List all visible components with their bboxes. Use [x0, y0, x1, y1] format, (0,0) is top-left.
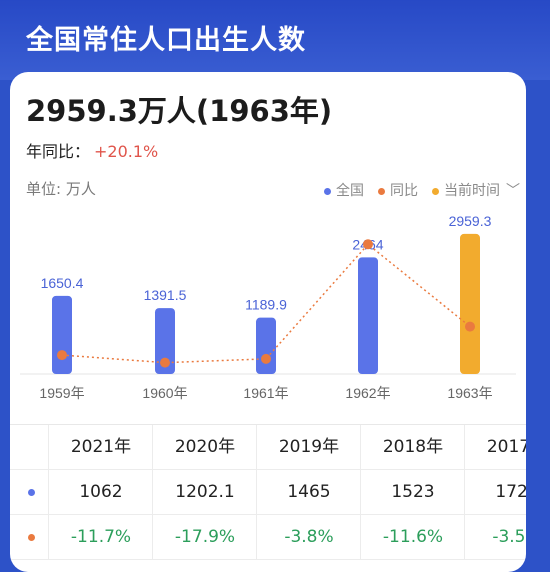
year-header-cell: 2019年: [256, 425, 361, 469]
yoy-point-1: [160, 357, 170, 368]
yoy-label: 年同比：: [26, 142, 91, 161]
bar-value-label-1: 1391.5: [144, 287, 187, 303]
yoy-cell: -11.6%: [360, 515, 465, 559]
bar-1: [155, 308, 175, 374]
chart-legend[interactable]: 全国 同比 当前时间 ﹀: [324, 180, 520, 200]
table-row-yoy: -11.7%-17.9%-3.8%-11.6%-3.5%: [10, 515, 526, 560]
legend-dot-national: [324, 187, 331, 195]
chevron-down-icon[interactable]: ﹀: [506, 183, 520, 199]
bar-chart: 1650.41959年1391.51960年1189.91961年2464196…: [20, 213, 516, 401]
legend-item-national[interactable]: 全国: [324, 180, 364, 200]
yoy-cell: -11.7%: [48, 515, 153, 559]
yoy-row: 年同比： +20.1%: [26, 138, 158, 162]
yoy-cell: -3.5%: [464, 515, 526, 559]
unit-label: 单位: 万人: [26, 180, 96, 198]
stats-card: 2959.3万人(1963年) 年同比： +20.1% 单位: 万人 全国 同比 …: [10, 72, 526, 572]
yoy-point-4: [465, 321, 475, 332]
yoy-cell: -3.8%: [256, 515, 361, 559]
table-header-row: 2021年2020年2019年2018年2017年: [10, 425, 526, 470]
bar-value-label-4: 2959.3: [449, 213, 492, 229]
yoy-point-3: [363, 239, 373, 250]
x-tick-label-3: 1962年: [345, 385, 390, 401]
bar-3: [358, 257, 378, 374]
x-tick-label-2: 1961年: [243, 385, 288, 401]
legend-item-current-time[interactable]: 当前时间 ﹀: [432, 180, 520, 200]
year-header-cell: 2017年: [464, 425, 526, 469]
x-tick-label-0: 1959年: [39, 385, 84, 401]
year-header-cell: 2021年: [48, 425, 153, 469]
births-cell: 1202.1: [152, 470, 257, 514]
legend-dot-current: [432, 187, 439, 195]
bar-4: [460, 233, 480, 374]
births-cell: 1465: [256, 470, 361, 514]
yoy-marker: [28, 534, 35, 541]
births-cell: 1723: [464, 470, 526, 514]
births-cell: 1062: [48, 470, 153, 514]
legend-item-yoy[interactable]: 同比: [378, 180, 418, 200]
history-table: 2021年2020年2019年2018年2017年 10621202.11465…: [10, 424, 526, 560]
bar-value-label-0: 1650.4: [41, 275, 84, 291]
year-header-cell: 2020年: [152, 425, 257, 469]
bar-2: [256, 317, 276, 374]
year-header-cell: 2018年: [360, 425, 465, 469]
x-tick-label-1: 1960年: [142, 385, 187, 401]
births-marker: [28, 489, 35, 496]
legend-dot-yoy: [378, 187, 385, 195]
yoy-value: +20.1%: [94, 142, 159, 161]
page-title: 全国常住人口出生人数: [26, 25, 306, 56]
yoy-cell: -17.9%: [152, 515, 257, 559]
births-cell: 1523: [360, 470, 465, 514]
yoy-point-2: [261, 353, 271, 364]
headline-value: 2959.3万人(1963年): [26, 94, 333, 128]
bar-value-label-2: 1189.9: [245, 297, 287, 313]
yoy-point-0: [57, 350, 67, 361]
yoy-line: [61, 243, 471, 364]
app-header: 全国常住人口出生人数: [0, 0, 550, 80]
bar-0: [52, 295, 72, 374]
x-tick-label-4: 1963年: [447, 385, 492, 401]
